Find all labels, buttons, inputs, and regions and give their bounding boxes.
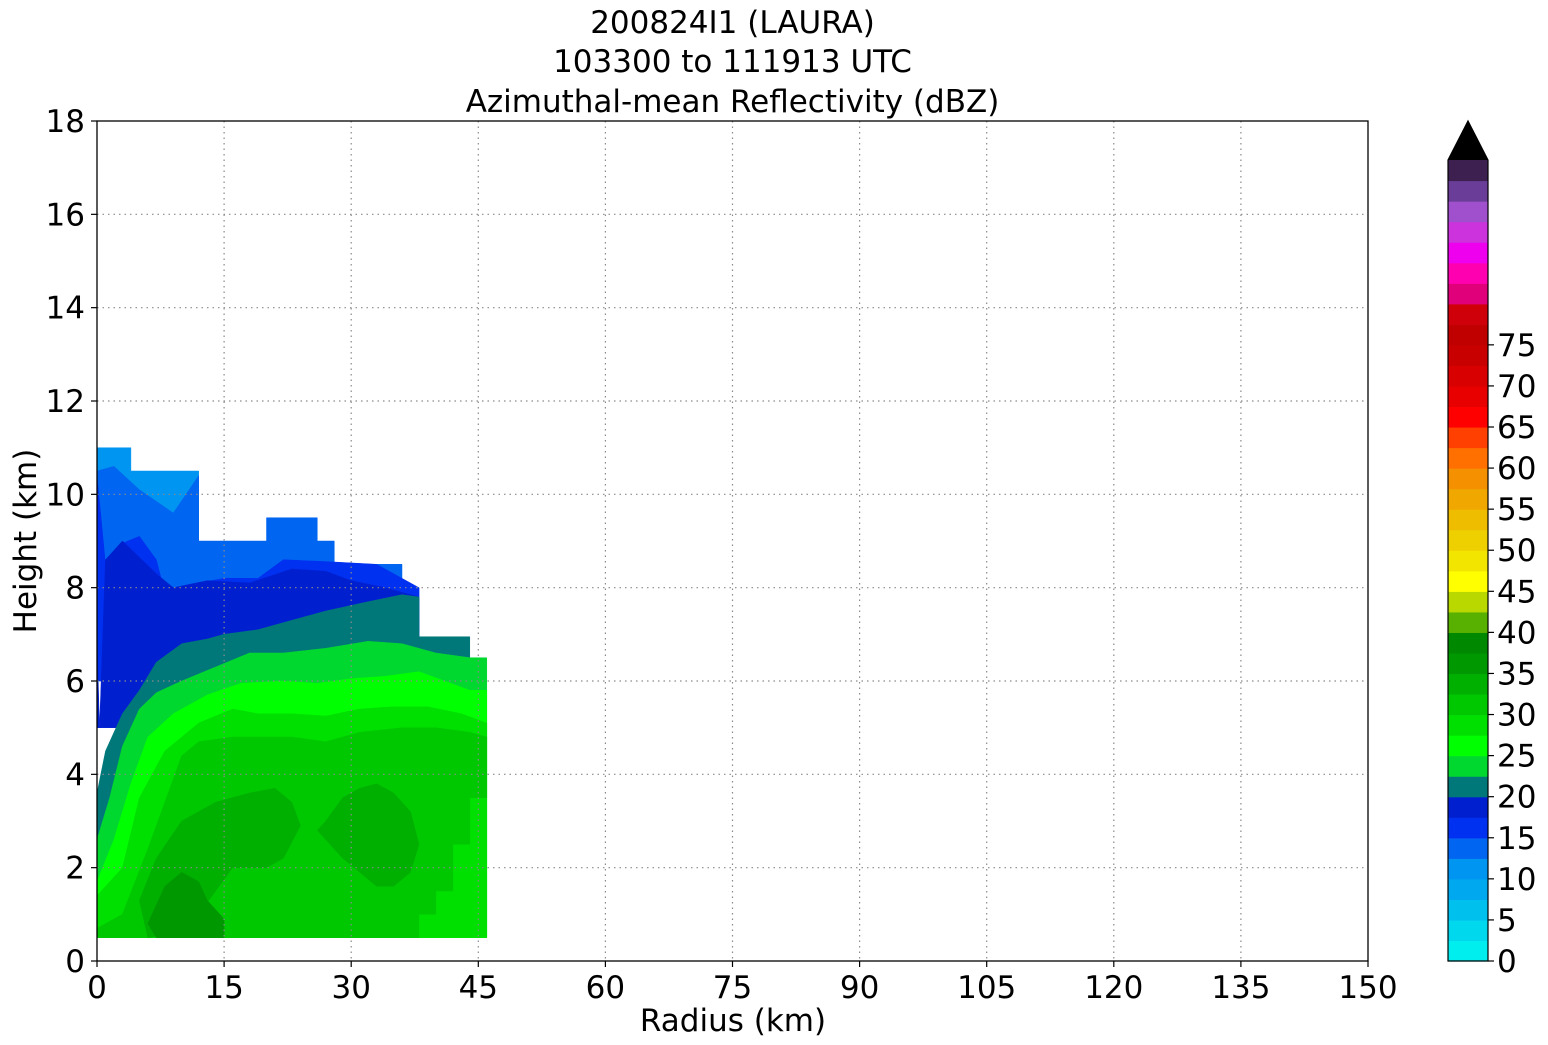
- colorbar-tick-label: 70: [1497, 369, 1536, 405]
- colorbar-swatch: [1448, 303, 1488, 325]
- y-tick-label: 6: [65, 664, 85, 700]
- colorbar-swatch: [1448, 919, 1488, 942]
- colorbar-swatch: [1448, 406, 1488, 428]
- colorbar-swatch: [1448, 673, 1488, 695]
- colorbar-ticks: 0 5 10 15 20 25 30 35 40 45 50 55 60 65 70 75: [1488, 328, 1536, 980]
- y-tick-label: 2: [65, 851, 85, 887]
- colorbar-tick-label: 30: [1497, 698, 1536, 734]
- x-tick-label: 15: [204, 970, 243, 1006]
- x-tick-label: 135: [1211, 970, 1270, 1006]
- colorbar-tick-label: 35: [1497, 656, 1536, 692]
- colorbar-swatch: [1448, 776, 1488, 798]
- colorbar-swatch: [1448, 385, 1488, 408]
- colorbar-swatch: [1448, 488, 1488, 510]
- colorbar-extend-arrow: [1448, 121, 1488, 160]
- y-tick-label: 18: [46, 104, 85, 140]
- y-tick-label: 0: [65, 944, 85, 980]
- colorbar-swatch: [1448, 447, 1488, 469]
- colorbar: [1447, 119, 1489, 962]
- y-tick-label: 4: [65, 757, 85, 793]
- colorbar-swatch: [1448, 324, 1488, 346]
- colorbar-tick-label: 40: [1497, 615, 1536, 651]
- x-tick-label: 45: [459, 970, 498, 1006]
- colorbar-swatch: [1448, 899, 1488, 921]
- colorbar-tick-label: 20: [1497, 780, 1536, 816]
- chart-title-line-1: 200824I1 (LAURA): [590, 5, 875, 41]
- colorbar-swatch: [1448, 242, 1488, 264]
- colorbar-swatch: [1448, 940, 1488, 962]
- x-axis-label: Radius (km): [640, 1003, 826, 1039]
- colorbar-swatch: [1448, 817, 1488, 839]
- colorbar-swatch: [1448, 632, 1488, 654]
- colorbar-swatch: [1448, 837, 1488, 859]
- colorbar-swatch: [1448, 755, 1488, 777]
- colorbar-swatch: [1448, 427, 1488, 449]
- colorbar-tick-label: 75: [1497, 328, 1536, 364]
- x-tick-label: 0: [87, 970, 107, 1006]
- colorbar-swatch: [1448, 858, 1488, 880]
- colorbar-tick-label: 50: [1497, 533, 1536, 569]
- colorbar-swatch: [1448, 180, 1488, 202]
- x-tick-label: 75: [713, 970, 752, 1006]
- reflectivity-region-10: [316, 783, 420, 887]
- colorbar-swatch: [1448, 529, 1488, 551]
- colorbar-tick-label: 0: [1497, 944, 1517, 980]
- y-tick-label: 10: [46, 477, 85, 513]
- x-tick-label: 60: [586, 970, 625, 1006]
- y-axis-ticks: 0 2 4 6 8 10 12 14 16 18: [46, 104, 97, 980]
- colorbar-swatch: [1448, 221, 1488, 243]
- colorbar-swatch: [1448, 611, 1488, 633]
- colorbar-tick-label: 65: [1497, 410, 1536, 446]
- colorbar-swatch: [1448, 468, 1488, 490]
- colorbar-swatch: [1448, 201, 1488, 223]
- colorbar-swatch: [1448, 714, 1488, 736]
- x-tick-label: 150: [1338, 970, 1397, 1006]
- colorbar-swatch: [1448, 160, 1488, 182]
- colorbar-tick-label: 10: [1497, 862, 1536, 898]
- colorbar-tick-label: 60: [1497, 451, 1536, 487]
- colorbar-tick-label: 45: [1497, 574, 1536, 610]
- chart-title-line-3: Azimuthal-mean Reflectivity (dBZ): [465, 84, 1000, 120]
- y-tick-label: 14: [46, 291, 85, 327]
- colorbar-tick-label: 5: [1497, 903, 1517, 939]
- colorbar-swatch: [1448, 694, 1488, 716]
- plot-area: [96, 447, 488, 938]
- y-tick-label: 16: [46, 197, 85, 233]
- colorbar-swatch: [1448, 365, 1488, 387]
- x-tick-label: 105: [957, 970, 1016, 1006]
- colorbar-swatch: [1448, 796, 1488, 818]
- colorbar-swatch: [1448, 878, 1488, 900]
- reflectivity-region-11: [147, 871, 225, 938]
- grid-lines: [97, 121, 1368, 961]
- colorbar-tick-label: 25: [1497, 739, 1536, 775]
- x-tick-label: 90: [840, 970, 879, 1006]
- colorbar-swatch: [1448, 262, 1488, 284]
- chart-title-line-2: 103300 to 111913 UTC: [553, 44, 912, 80]
- colorbar-swatch: [1448, 550, 1488, 572]
- colorbar-tick-label: 15: [1497, 821, 1536, 857]
- colorbar-outline: [1447, 119, 1489, 962]
- y-tick-label: 8: [65, 571, 85, 607]
- colorbar-swatch: [1448, 591, 1488, 613]
- y-tick-label: 12: [46, 384, 85, 420]
- colorbar-swatch: [1448, 735, 1488, 757]
- colorbar-swatch: [1448, 652, 1488, 675]
- y-axis-label: Height (km): [8, 449, 44, 634]
- x-tick-label: 120: [1084, 970, 1143, 1006]
- colorbar-swatch: [1448, 509, 1488, 531]
- x-tick-label: 30: [331, 970, 370, 1006]
- colorbar-swatch: [1448, 283, 1488, 305]
- colorbar-swatch: [1448, 344, 1488, 366]
- colorbar-swatch: [1448, 570, 1488, 592]
- colorbar-tick-label: 55: [1497, 492, 1536, 528]
- x-axis-ticks: 0 15 30 45 60 75 90 105 120 135 150: [87, 961, 1398, 1006]
